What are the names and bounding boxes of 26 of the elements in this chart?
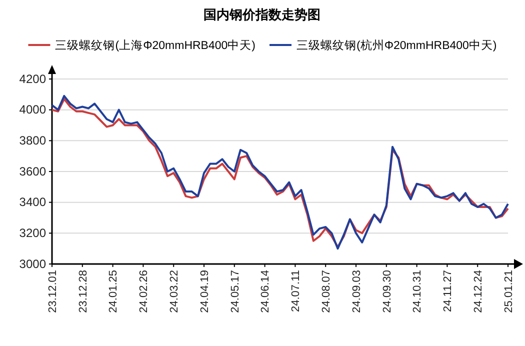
x-tick-label: 24.07.11	[290, 270, 302, 312]
y-tick-label: 3800	[19, 134, 46, 148]
x-tick-label: 24.01.25	[108, 270, 120, 313]
x-tick-label: 24.02.26	[138, 270, 150, 313]
chart-title: 国内钢价指数走势图	[204, 7, 320, 22]
legend-label: 三级螺纹钢(上海Φ20mmHRB400中天)	[55, 39, 256, 52]
x-tick-label: 25.01.21	[502, 270, 515, 313]
x-tick-label: 24.09.03	[350, 270, 363, 313]
y-tick-label: 3000	[19, 256, 46, 271]
y-tick-label: 3600	[19, 164, 46, 178]
x-tick-label: 24.08.07	[320, 270, 332, 313]
x-tick-label: 24.06.14	[260, 270, 272, 313]
y-tick-label: 3400	[19, 195, 46, 210]
x-tick-label: 24.03.22	[168, 270, 180, 313]
legend-label: 三级螺纹钢(杭州Φ20mmHRB400中天)	[296, 38, 497, 52]
x-tick-label: 24.09.30	[381, 270, 394, 313]
x-tick-label: 24.05.17	[229, 270, 242, 313]
x-tick-label: 24.11.27	[442, 270, 454, 312]
x-tick-label: 23.12.28	[77, 270, 90, 313]
y-tick-label: 4200	[19, 72, 46, 86]
x-tick-label: 24.10.31	[412, 270, 424, 313]
y-tick-label: 3200	[19, 226, 46, 240]
y-tick-label: 4000	[19, 102, 46, 117]
x-tick-label: 24.12.24	[472, 270, 484, 313]
x-tick-label: 23.12.01	[46, 270, 59, 313]
x-tick-label: 24.04.19	[198, 270, 211, 313]
